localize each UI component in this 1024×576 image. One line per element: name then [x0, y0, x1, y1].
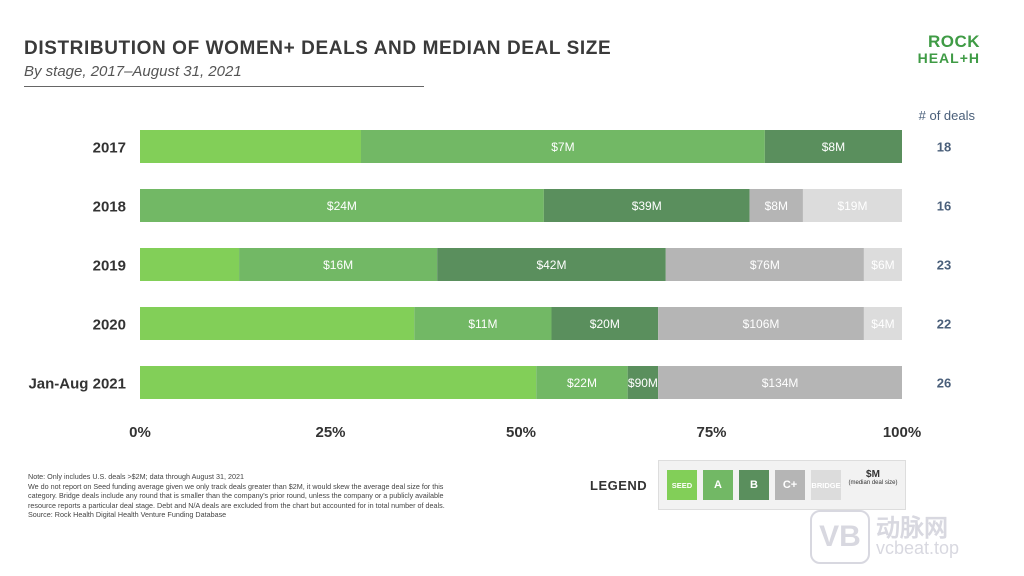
bar-segment-bridge	[802, 189, 902, 222]
bar-data-label: $6M	[871, 258, 894, 272]
legend-swatch-c-plus: C+	[775, 470, 805, 500]
bar-data-label: $42M	[536, 258, 566, 272]
legend-median-title: $M	[866, 469, 880, 480]
logo-line-2: HEAL+H	[917, 50, 980, 66]
note-line: We do not report on Seed funding average…	[28, 481, 444, 491]
bar-data-label: $134M	[762, 376, 799, 390]
rock-health-logo: ROCK HEAL+H	[917, 32, 980, 66]
deals-column-header: # of deals	[919, 108, 976, 123]
bar-segment-a	[140, 189, 544, 222]
bar-segment-b	[764, 130, 902, 163]
bar-segment-c-plus	[658, 307, 864, 340]
deal-count: 22	[937, 317, 951, 332]
chart-title: DISTRIBUTION OF WOMEN+ DEALS AND MEDIAN …	[24, 38, 612, 59]
bar-segment-seed	[140, 130, 361, 163]
deal-count: 16	[937, 199, 951, 214]
bar-data-label: $20M	[590, 317, 620, 331]
bar-data-label: $39M	[632, 199, 662, 213]
bar-data-label: $8M	[765, 199, 788, 213]
bar-segment-seed	[140, 248, 240, 281]
bar-data-label: $11M	[468, 317, 497, 331]
note-line: Note: Only includes U.S. deals >$2M; dat…	[28, 472, 244, 481]
legend-swatch-seed: SEED	[667, 470, 697, 500]
note-line: category. Bridge deals include any round…	[28, 491, 444, 500]
bar-segment-b	[543, 189, 750, 222]
watermark-url: vcbeat.top	[876, 538, 960, 558]
row-label: Jan-Aug 2021	[28, 376, 126, 393]
bar-segment-bridge	[863, 307, 902, 340]
legend: SEED A B C+ BRIDGE $M (median deal size)	[658, 460, 906, 510]
stacked-bar-chart: # of deals 2017 $7M $8M 18 2018 $24M $39M $8M $19…	[28, 108, 976, 441]
bar-segment-a	[536, 366, 628, 399]
title-divider	[24, 86, 424, 87]
legend-swatch-b: B	[739, 470, 769, 500]
bar-data-label: $24M	[327, 199, 357, 213]
bar-segment-c-plus	[749, 189, 803, 222]
x-tick-label: 100%	[883, 424, 921, 441]
bar-data-label: $90M	[628, 376, 658, 390]
bar-segment-a	[414, 307, 552, 340]
row-label: 2020	[93, 317, 126, 334]
legend-swatch-bridge: BRIDGE	[811, 470, 841, 500]
deal-count: 18	[937, 140, 951, 155]
bar-data-label: $76M	[750, 258, 780, 272]
x-tick-label: 50%	[506, 424, 536, 441]
bar-segment-c-plus	[658, 366, 902, 399]
legend-label: LEGEND	[590, 478, 648, 493]
vcbeat-logo-icon: VB	[810, 510, 870, 564]
bar-segment-seed	[140, 366, 537, 399]
deal-count: 26	[937, 376, 951, 391]
row-label: 2017	[93, 140, 126, 157]
chart-subtitle: By stage, 2017–August 31, 2021	[24, 63, 242, 80]
bar-data-label: $22M	[567, 376, 597, 390]
x-tick-label: 0%	[129, 424, 151, 441]
bar-segment-a	[239, 248, 438, 281]
bar-data-label: $7M	[551, 140, 574, 154]
row-label: 2019	[93, 258, 126, 275]
bar-segment-b	[551, 307, 659, 340]
chart-notes: Note: Only includes U.S. deals >$2M; dat…	[28, 472, 548, 520]
bar-segment-a	[360, 130, 765, 163]
bar-segment-c-plus	[665, 248, 864, 281]
bar-segment-seed	[140, 307, 415, 340]
bar-data-label: $8M	[822, 140, 845, 154]
bar-data-label: $106M	[743, 317, 780, 331]
x-tick-label: 25%	[315, 424, 345, 441]
note-line: Source: Rock Health Digital Health Ventu…	[28, 510, 227, 519]
bar-segment-bridge	[863, 248, 902, 281]
deal-count: 23	[937, 258, 951, 273]
bar-data-label: $4M	[871, 317, 894, 331]
watermark: VB 动脉网 vcbeat.top	[810, 508, 1010, 566]
legend-swatch-a: A	[703, 470, 733, 500]
bar-segment-b	[627, 366, 659, 399]
bar-segment-b	[437, 248, 666, 281]
row-label: 2018	[93, 199, 126, 216]
note-line: resource reports a particular deal stage…	[28, 500, 445, 510]
x-tick-label: 75%	[696, 424, 726, 441]
watermark-cn-text: 动脉网	[876, 515, 948, 542]
logo-line-1: ROCK	[927, 32, 980, 51]
bar-data-label: $19M	[837, 199, 867, 213]
bar-data-label: $16M	[323, 258, 353, 272]
legend-median-subtitle: (median deal size)	[848, 480, 898, 486]
legend-median-deal-size: $M (median deal size)	[847, 469, 899, 487]
